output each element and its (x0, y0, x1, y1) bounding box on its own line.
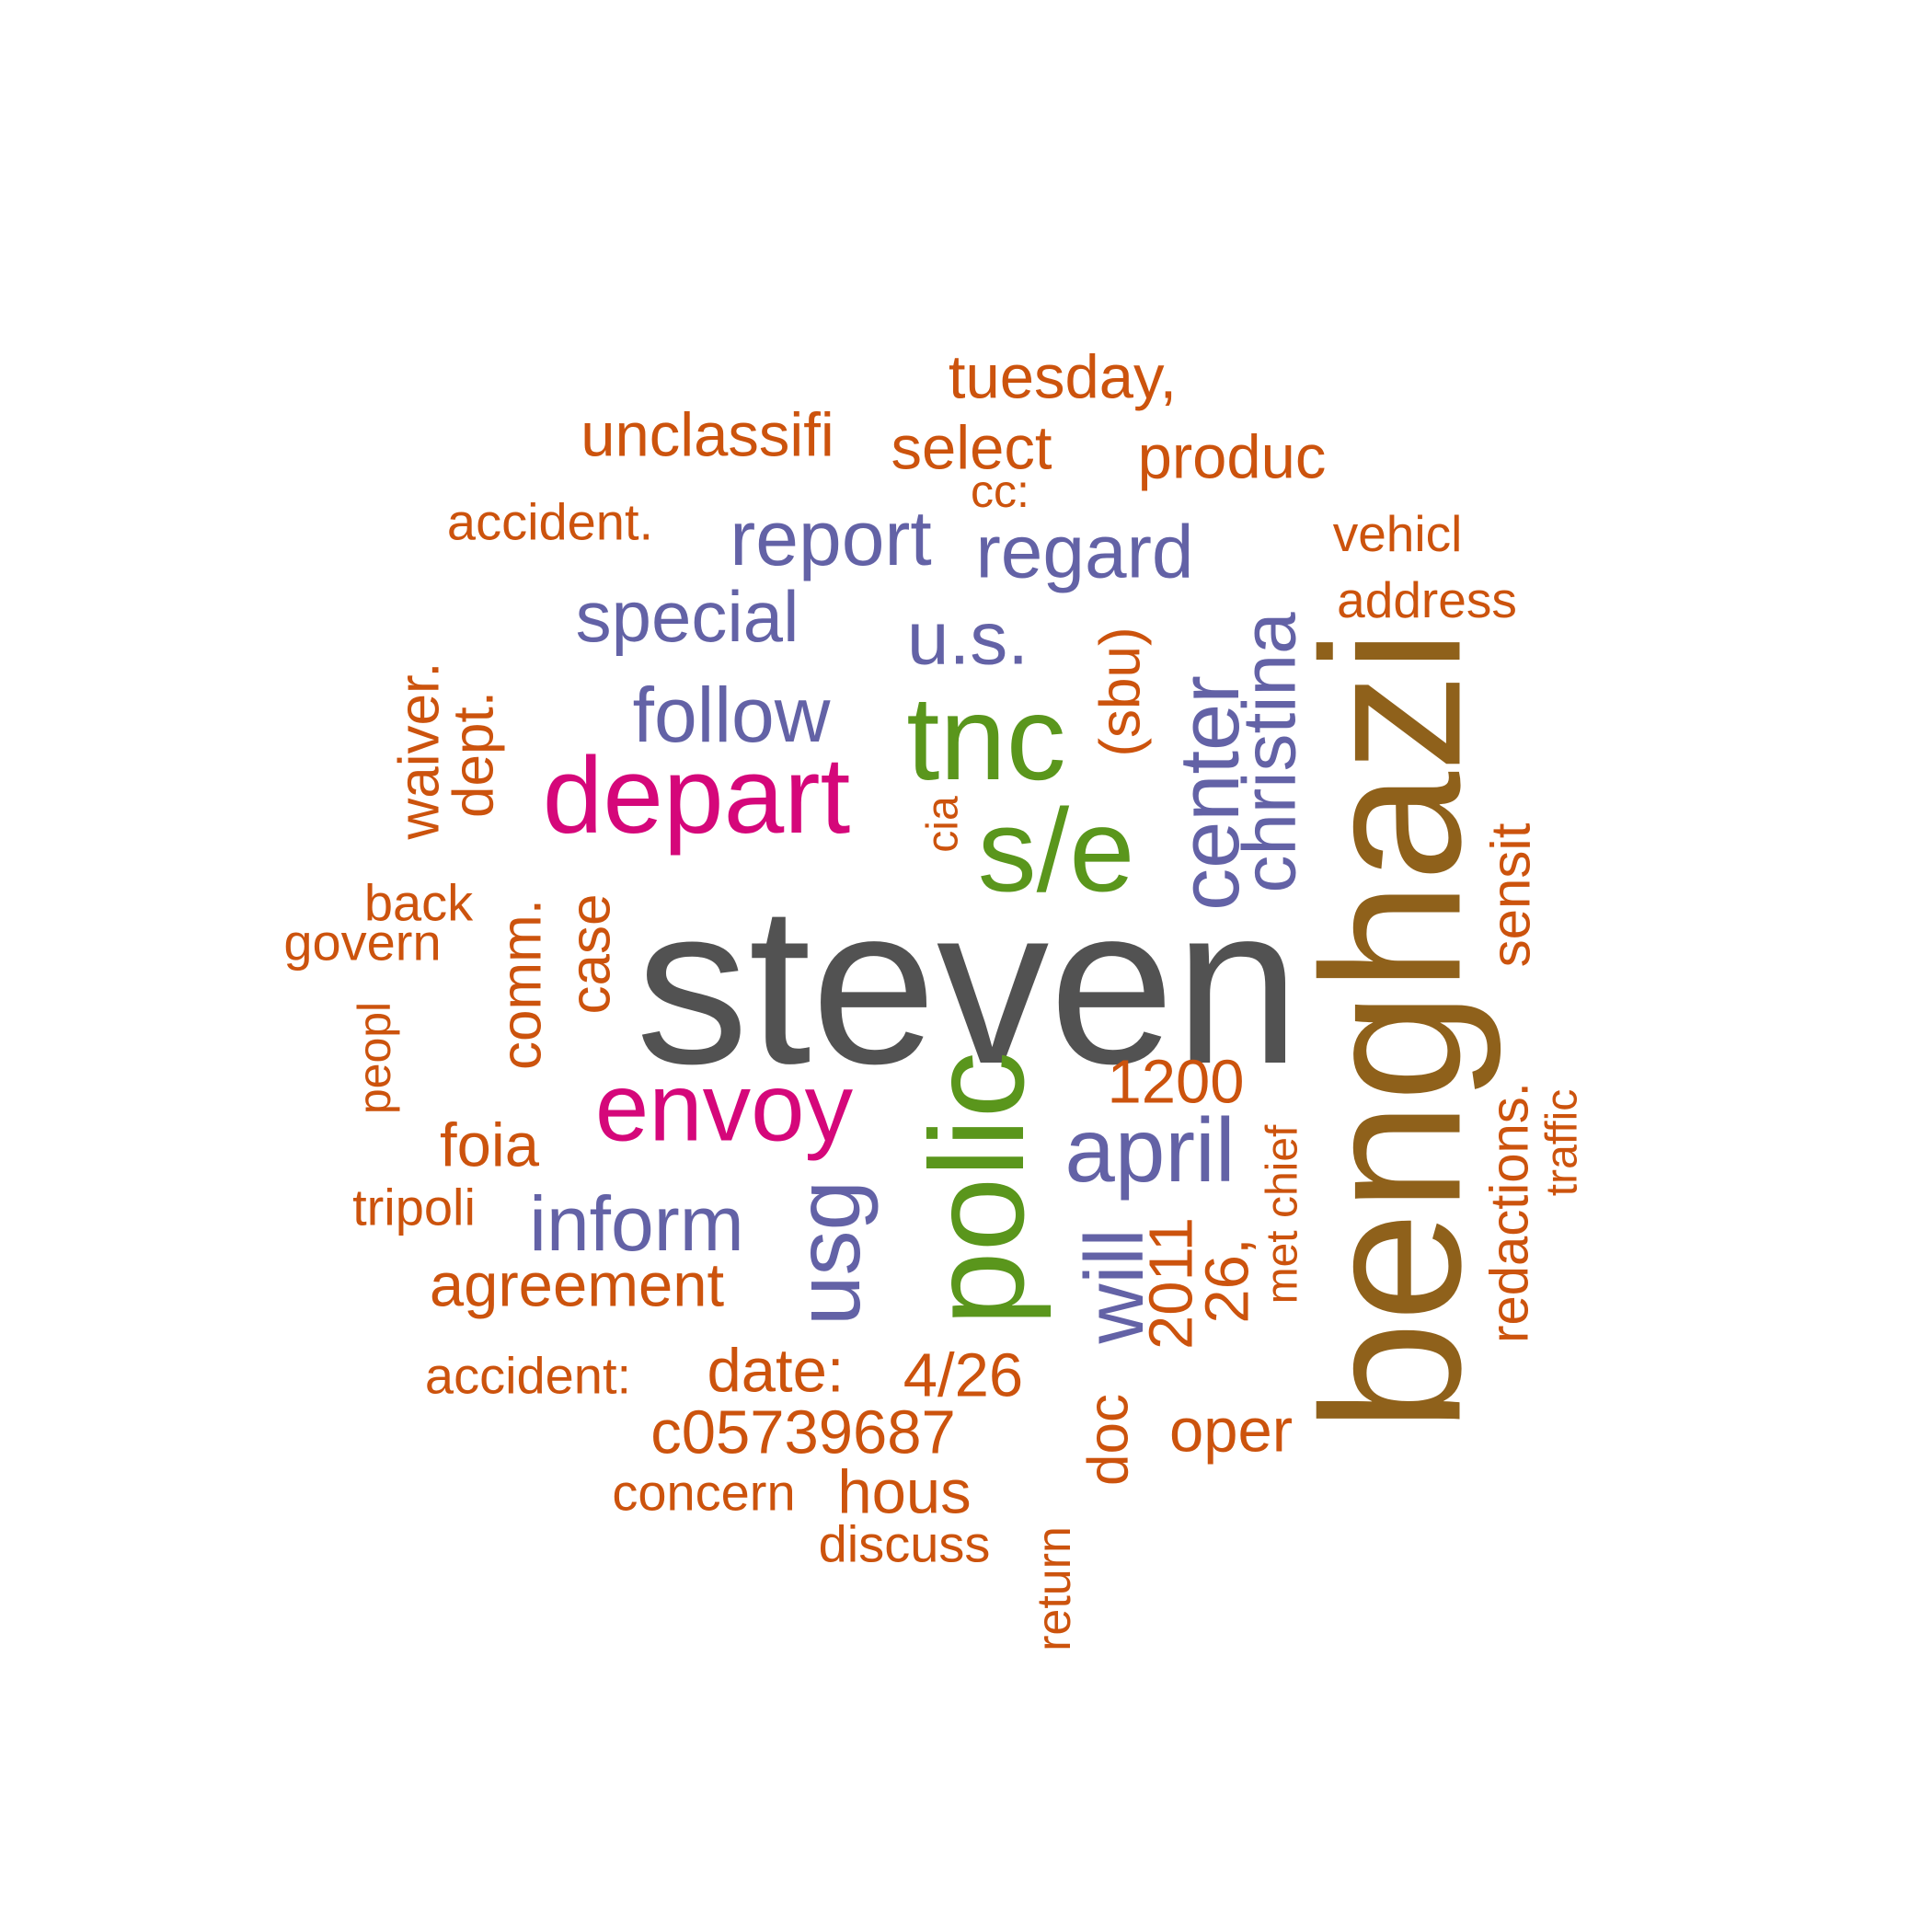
cloud-word-usg: usg (777, 1180, 879, 1326)
cloud-word-foia: foia (440, 1111, 540, 1180)
cloud-word-special: special (576, 576, 799, 657)
cloud-word-redactions: redactions. (1480, 1082, 1540, 1343)
cloud-word-comm: comm. (490, 899, 554, 1070)
cloud-word-tripoli: tripoli (352, 1179, 476, 1236)
cloud-word-envoy: envoy (595, 1054, 854, 1162)
cloud-word-oper: oper (1169, 1397, 1293, 1466)
cloud-word-met-chief: met chief (1259, 1124, 1307, 1304)
cloud-word-s-e: s/e (978, 786, 1135, 917)
cloud-word-produc: produc (1138, 423, 1327, 492)
cloud-word-regard: regard (975, 511, 1193, 594)
cloud-word-will: will (1069, 1229, 1161, 1345)
cloud-word-hous: hous (837, 1458, 971, 1527)
cloud-word-vehicl: vehicl (1333, 505, 1463, 562)
cloud-word-2011: 2011 (1137, 1217, 1206, 1350)
cloud-word-26: 26, (1193, 1237, 1262, 1323)
cloud-word-polic: polic (903, 1052, 1052, 1326)
cloud-word-inform: inform (529, 1180, 743, 1267)
cloud-word-4-26: 4/26 (903, 1341, 1023, 1410)
cloud-word-sensit: sensit (1480, 822, 1542, 967)
cloud-word-follow: follow (633, 672, 831, 758)
cloud-word-sbu: (sbu) (1089, 627, 1153, 756)
cloud-word-cia: cia (919, 796, 968, 853)
cloud-word-april: april (1064, 1099, 1235, 1201)
cloud-word-doc: doc (1077, 1394, 1141, 1486)
cloud-word-accident: accident. (447, 493, 653, 551)
cloud-word-dept: dept. (443, 691, 506, 818)
cloud-word-select: select (891, 414, 1052, 483)
cloud-word-benghazi: benghazi (1281, 629, 1502, 1432)
cloud-word-center: center (1163, 675, 1257, 911)
cloud-word-c05739687: c05739687 (650, 1398, 956, 1467)
cloud-word-case: case (559, 894, 623, 1015)
cloud-word-agreement: agreement (430, 1251, 725, 1320)
cloud-word-u-s: u.s. (907, 597, 1029, 681)
cloud-word-return: return (1028, 1526, 1081, 1651)
cloud-word-back: back (364, 874, 474, 932)
cloud-word-concern: concern (612, 1464, 795, 1522)
cloud-word-unclassifi: unclassifi (581, 401, 834, 470)
cloud-word-1200: 1200 (1107, 1048, 1244, 1117)
cloud-word-traffic: traffic (1538, 1089, 1587, 1196)
cloud-word-govern: govern (283, 914, 441, 972)
cloud-word-date: date: (707, 1337, 844, 1406)
cloud-word-tnc: tnc (906, 671, 1065, 805)
cloud-word-discuss: discuss (819, 1515, 991, 1573)
cloud-word-peopl: peopl (349, 1002, 400, 1114)
cloud-word-depart: depart (543, 735, 851, 857)
cloud-word-cc: cc: (971, 466, 1029, 517)
cloud-word-accident: accident: (425, 1347, 631, 1405)
cloud-word-report: report (730, 495, 931, 581)
cloud-word-tuesday: tuesday, (949, 343, 1177, 412)
cloud-word-steven: steven (636, 858, 1300, 1110)
cloud-word-address: address (1337, 571, 1517, 628)
cloud-word-christina: christina (1228, 612, 1312, 893)
cloud-word-waiver: waiver. (388, 662, 452, 841)
